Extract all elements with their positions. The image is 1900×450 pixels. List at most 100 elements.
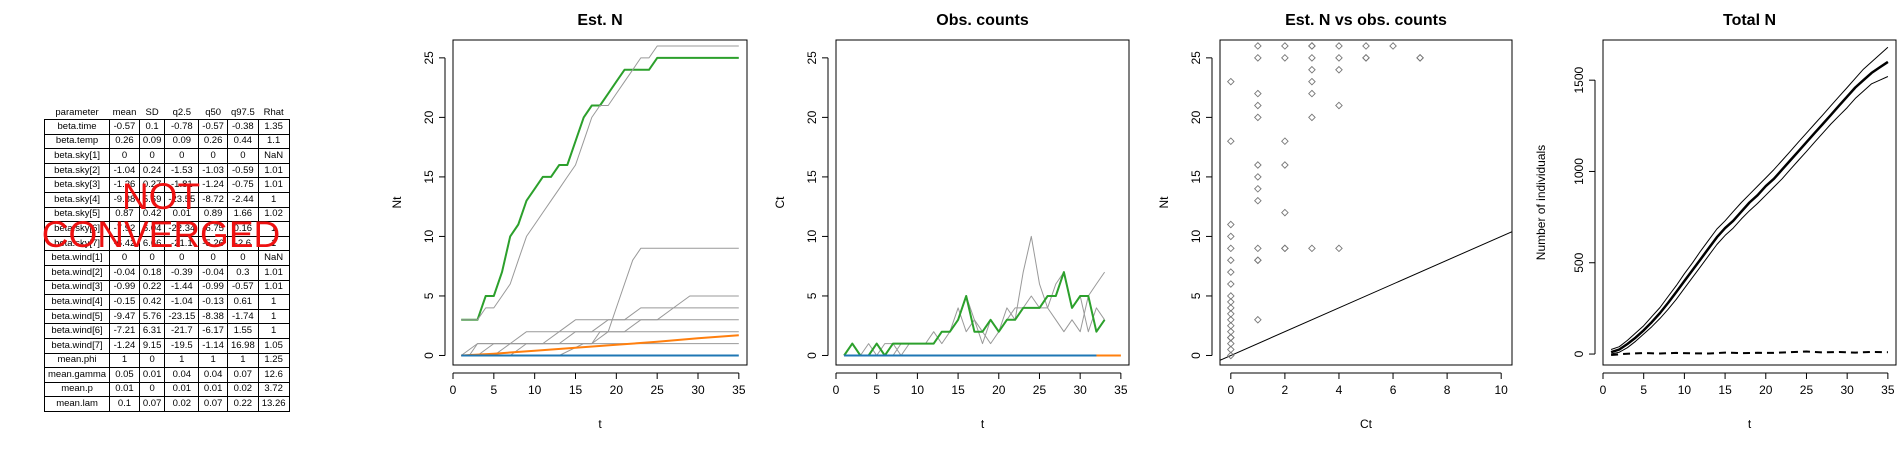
x-tick-label: 15 (1718, 383, 1732, 397)
series-line (461, 56, 739, 321)
y-tick-label: 25 (422, 51, 436, 65)
table-cell: 0.26 (109, 133, 140, 150)
table-row: beta.sky[6] -7.92 6.04 -22.34 -6.75 0.16 1 (43, 221, 290, 237)
data-point (1226, 309, 1235, 318)
x-tick-label: 25 (650, 383, 664, 397)
series-line (1611, 350, 1888, 356)
table-row: mean.lam 0.1 0.07 0.02 0.07 0.22 13.26 (43, 396, 290, 412)
table-header-cell: mean (112, 107, 137, 118)
table-cell: 13.26 (257, 396, 290, 412)
x-tick-label: 15 (569, 383, 583, 397)
summary-table: parameter mean SD q2.5 q50 q97.5 Rhat beta.tim… (43, 106, 290, 412)
chart-panel-2: Obs. counts 0 5 10 15 20 25 30 35 t 0 5 10 15 20 25 Ct (773, 12, 1130, 431)
y-tick-label: 15 (805, 170, 819, 184)
series-line (843, 271, 1106, 357)
data-point (1226, 298, 1235, 306)
table-row: mean.p 0.01 0 0.01 0.01 0.02 3.72 (43, 381, 290, 398)
x-tick-label: 35 (1114, 383, 1128, 397)
data-point (1308, 65, 1316, 74)
series-line (461, 334, 739, 357)
x-tick-label: 5 (873, 383, 880, 397)
y-axis-label: Ct (773, 196, 787, 209)
data-point (1281, 54, 1289, 62)
y-tick-label: 1000 (1572, 158, 1586, 185)
data-point (1254, 173, 1262, 181)
data-point (1226, 280, 1235, 288)
x-tick-label: 0 (450, 383, 457, 397)
series-line (461, 319, 739, 356)
table-row: mean.phi 1 0 1 1 1 1.25 (43, 352, 290, 369)
series-line (1610, 76, 1889, 355)
x-tick-label: 20 (1759, 383, 1773, 397)
data-point (1416, 54, 1424, 62)
data-point (1416, 54, 1424, 62)
data-point (1335, 101, 1343, 110)
data-point (1335, 244, 1343, 253)
plot-frame (835, 39, 1130, 366)
data-point (1308, 54, 1316, 62)
data-point (1362, 54, 1370, 62)
data-point (1335, 54, 1343, 62)
table-header-cell: q97.5 (230, 107, 255, 118)
x-tick-label: 20 (610, 383, 624, 397)
chart-panel-3: Est. N vs obs. counts 0 2 4 6 8 10 Ct 0 5 10 15 20 25… (1157, 12, 1513, 431)
data-point (1308, 244, 1316, 253)
data-point (1254, 256, 1262, 265)
data-point (1281, 244, 1289, 253)
table-body: beta.time -0.57 0.1 -0.78 -0.57 -0.38 1.35 beta… (43, 119, 290, 412)
x-tick-label: 0 (833, 383, 840, 397)
table-row: beta.wind[7] -1.24 9.15 -19.5 -1.14 16.98 1.05 (43, 337, 290, 354)
x-tick-label: 0 (1227, 383, 1234, 397)
table-row: beta.wind[5] -9.47 5.76 -23.15 -8.38 -1.74 1 (43, 308, 290, 325)
chart-title: Obs. counts (936, 12, 1029, 29)
data-point (1281, 42, 1289, 50)
y-tick-label: 0 (422, 352, 436, 359)
x-axis-label: t (1748, 417, 1752, 431)
x-tick-label: 8 (1444, 383, 1451, 397)
y-tick-label: 500 (1572, 252, 1586, 272)
data-point (1335, 42, 1343, 50)
x-axis-label: t (598, 417, 602, 431)
series-line (1610, 60, 1889, 354)
plot-area (1220, 42, 1512, 361)
data-point (1254, 184, 1262, 193)
table-row: beta.time -0.57 0.1 -0.78 -0.57 -0.38 1.35 (43, 119, 290, 135)
table-cell: 0.02 (164, 396, 200, 412)
data-point (1308, 42, 1316, 50)
reference-line (1220, 231, 1512, 361)
chart-panel-4: Total N 0 5 10 15 20 25 30 35 t 0 500 1000 1500 Number… (1534, 12, 1897, 431)
x-tick-label: 30 (691, 383, 705, 397)
y-tick-label: 0 (1572, 350, 1586, 357)
x-axis-label: Ct (1360, 417, 1373, 431)
table-row: mean.gamma 0.05 0.01 0.04 0.04 0.07 12.6 (43, 367, 290, 383)
chart-title: Total N (1723, 12, 1776, 29)
y-tick-label: 0 (805, 352, 819, 359)
y-tick-label: 5 (422, 292, 436, 299)
x-tick-label: 10 (911, 383, 925, 397)
data-point (1281, 161, 1289, 169)
series-line (460, 307, 739, 356)
data-point (1254, 244, 1262, 253)
data-point (1254, 54, 1262, 62)
data-point (1335, 65, 1343, 74)
data-point (1308, 113, 1316, 122)
x-tick-label: 20 (992, 383, 1006, 397)
y-tick-label: 25 (805, 51, 819, 65)
x-tick-label: 5 (1640, 383, 1647, 397)
data-point (1362, 54, 1370, 62)
y-tick-label: 15 (1189, 170, 1203, 184)
table-row: beta.sky[5] 0.87 0.42 0.01 0.89 1.66 1.02 (43, 206, 290, 223)
data-point (1226, 256, 1235, 265)
x-tick-label: 5 (490, 383, 497, 397)
table-cell: -1.24 (109, 337, 140, 354)
plot-frame (452, 39, 748, 366)
x-tick-label: 25 (1800, 383, 1814, 397)
x-tick-label: 6 (1390, 383, 1397, 397)
y-tick-label: 10 (1189, 229, 1203, 243)
x-tick-label: 35 (732, 383, 746, 397)
table-row: beta.temp 0.26 0.09 0.09 0.26 0.44 1.1 (43, 133, 290, 150)
x-tick-label: 25 (1033, 383, 1047, 397)
table-cell: mean.lam (43, 396, 111, 412)
table-row: beta.wind[4] -0.15 0.42 -1.04 -0.13 0.61 1 (43, 294, 290, 310)
